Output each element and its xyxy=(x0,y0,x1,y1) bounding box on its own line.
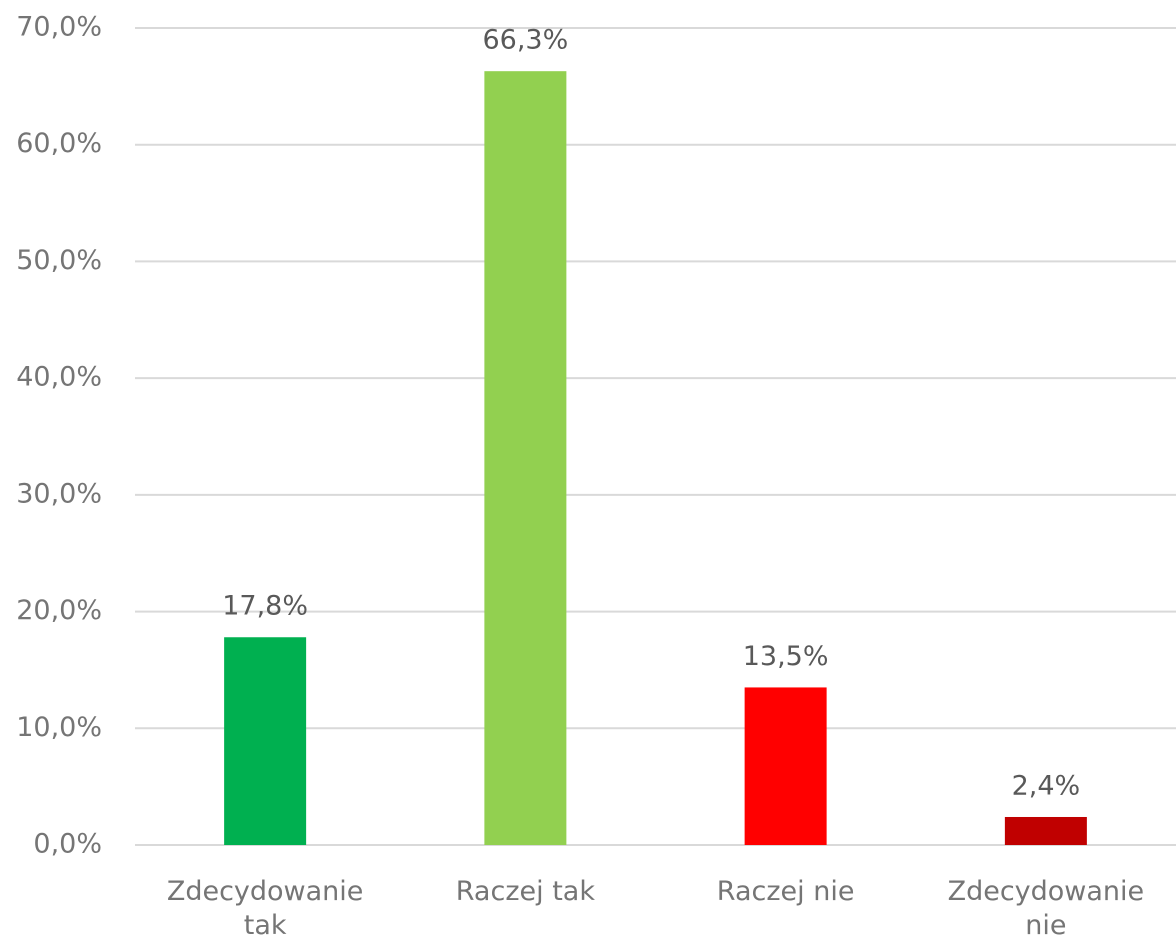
y-tick-label: 70,0% xyxy=(16,12,102,43)
x-tick-label: Zdecydowanie tak xyxy=(166,876,364,941)
y-tick-label: 0,0% xyxy=(33,829,102,860)
data-label: 17,8% xyxy=(222,591,308,622)
data-label: 2,4% xyxy=(1012,770,1081,801)
data-label: 66,3% xyxy=(482,25,568,56)
y-tick-label: 20,0% xyxy=(16,595,102,626)
bar xyxy=(1004,816,1087,845)
data-label: 13,5% xyxy=(743,641,829,672)
y-tick-label: 40,0% xyxy=(16,362,102,393)
x-tick-label: Raczej nie xyxy=(716,876,855,907)
bar xyxy=(224,637,307,845)
y-tick-label: 60,0% xyxy=(16,128,102,159)
y-tick-label: 10,0% xyxy=(16,712,102,743)
x-tick-label: Raczej tak xyxy=(455,876,595,907)
y-tick-label: 50,0% xyxy=(16,245,102,276)
y-tick-label: 30,0% xyxy=(16,478,102,509)
bar xyxy=(484,71,567,846)
bar xyxy=(744,687,827,845)
x-tick-label: Zdecydowanie nie xyxy=(947,876,1145,941)
